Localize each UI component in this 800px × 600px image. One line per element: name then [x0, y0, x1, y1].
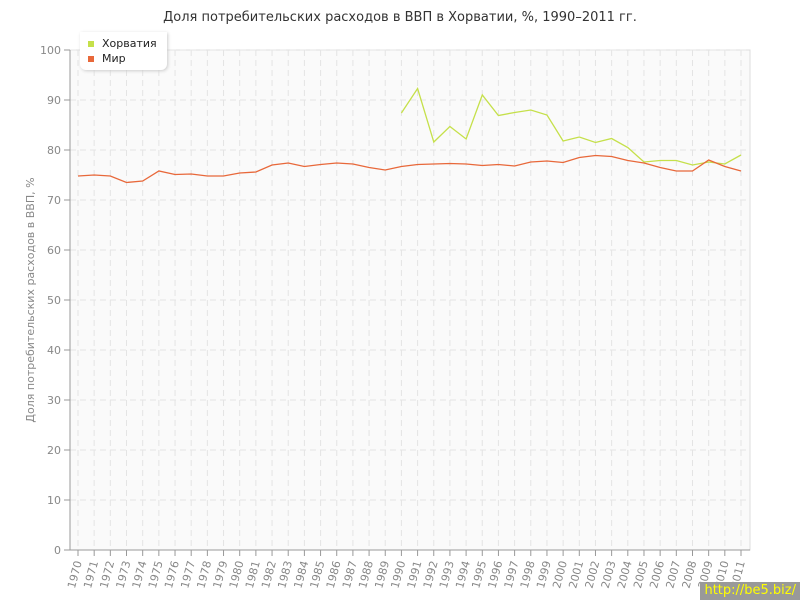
legend-label: Мир [102, 52, 126, 65]
series-line-world [77, 154, 742, 184]
legend: Хорватия Мир [80, 32, 167, 70]
y-tick-label: 20 [47, 444, 61, 457]
watermark[interactable]: http://be5.biz/ [700, 582, 800, 600]
legend-item-croatia[interactable]: Хорватия [88, 36, 157, 51]
y-tick-label: 0 [54, 544, 61, 557]
y-tick-label: 70 [47, 194, 61, 207]
y-tick-label: 100 [40, 44, 61, 57]
legend-swatch [88, 55, 94, 62]
y-tick-label: 30 [47, 394, 61, 407]
legend-label: Хорватия [102, 37, 157, 50]
legend-swatch [88, 40, 94, 47]
legend-item-world[interactable]: Мир [88, 51, 157, 66]
y-tick-label: 40 [47, 344, 61, 357]
y-tick-label: 50 [47, 294, 61, 307]
y-tick-label: 10 [47, 494, 61, 507]
y-axis-label: Доля потребительских расходов в ВВП, % [24, 177, 37, 422]
y-tick-label: 90 [47, 94, 61, 107]
series-line-croatia [400, 86, 742, 166]
y-tick-label: 80 [47, 144, 61, 157]
chart-title: Доля потребительских расходов в ВВП в Хо… [163, 10, 637, 25]
y-tick-label: 60 [47, 244, 61, 257]
